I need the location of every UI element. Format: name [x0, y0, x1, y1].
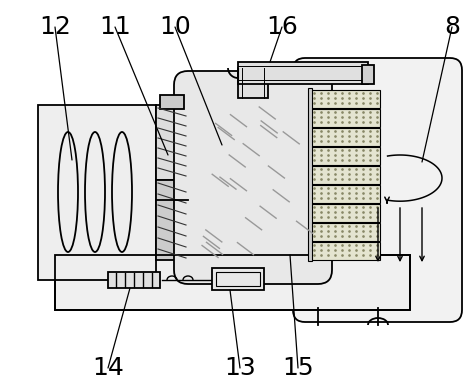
Text: 10: 10	[159, 15, 190, 39]
Bar	[361, 65, 373, 84]
Bar	[159, 95, 184, 109]
Bar	[309, 90, 379, 108]
Bar	[309, 223, 379, 241]
Bar	[38, 105, 156, 280]
Text: 13: 13	[224, 356, 255, 380]
Bar	[309, 166, 379, 184]
Bar	[211, 268, 263, 290]
Bar	[238, 68, 268, 98]
Text: 11: 11	[99, 15, 130, 39]
Bar	[309, 185, 379, 203]
Bar	[156, 180, 188, 260]
Text: 8: 8	[443, 15, 459, 39]
FancyBboxPatch shape	[174, 71, 331, 284]
Bar	[309, 128, 379, 146]
Bar	[55, 255, 409, 310]
Text: 15: 15	[282, 356, 313, 380]
Bar	[108, 272, 159, 288]
Bar	[309, 109, 379, 127]
Text: 12: 12	[39, 15, 71, 39]
Bar	[307, 88, 311, 261]
Bar	[309, 242, 379, 260]
Bar	[309, 147, 379, 165]
Text: 16: 16	[266, 15, 298, 39]
FancyBboxPatch shape	[292, 58, 461, 322]
Bar	[238, 62, 367, 84]
Bar	[216, 272, 259, 286]
Text: 14: 14	[92, 356, 124, 380]
Bar	[55, 255, 409, 310]
Bar	[309, 204, 379, 222]
Bar	[156, 105, 188, 180]
